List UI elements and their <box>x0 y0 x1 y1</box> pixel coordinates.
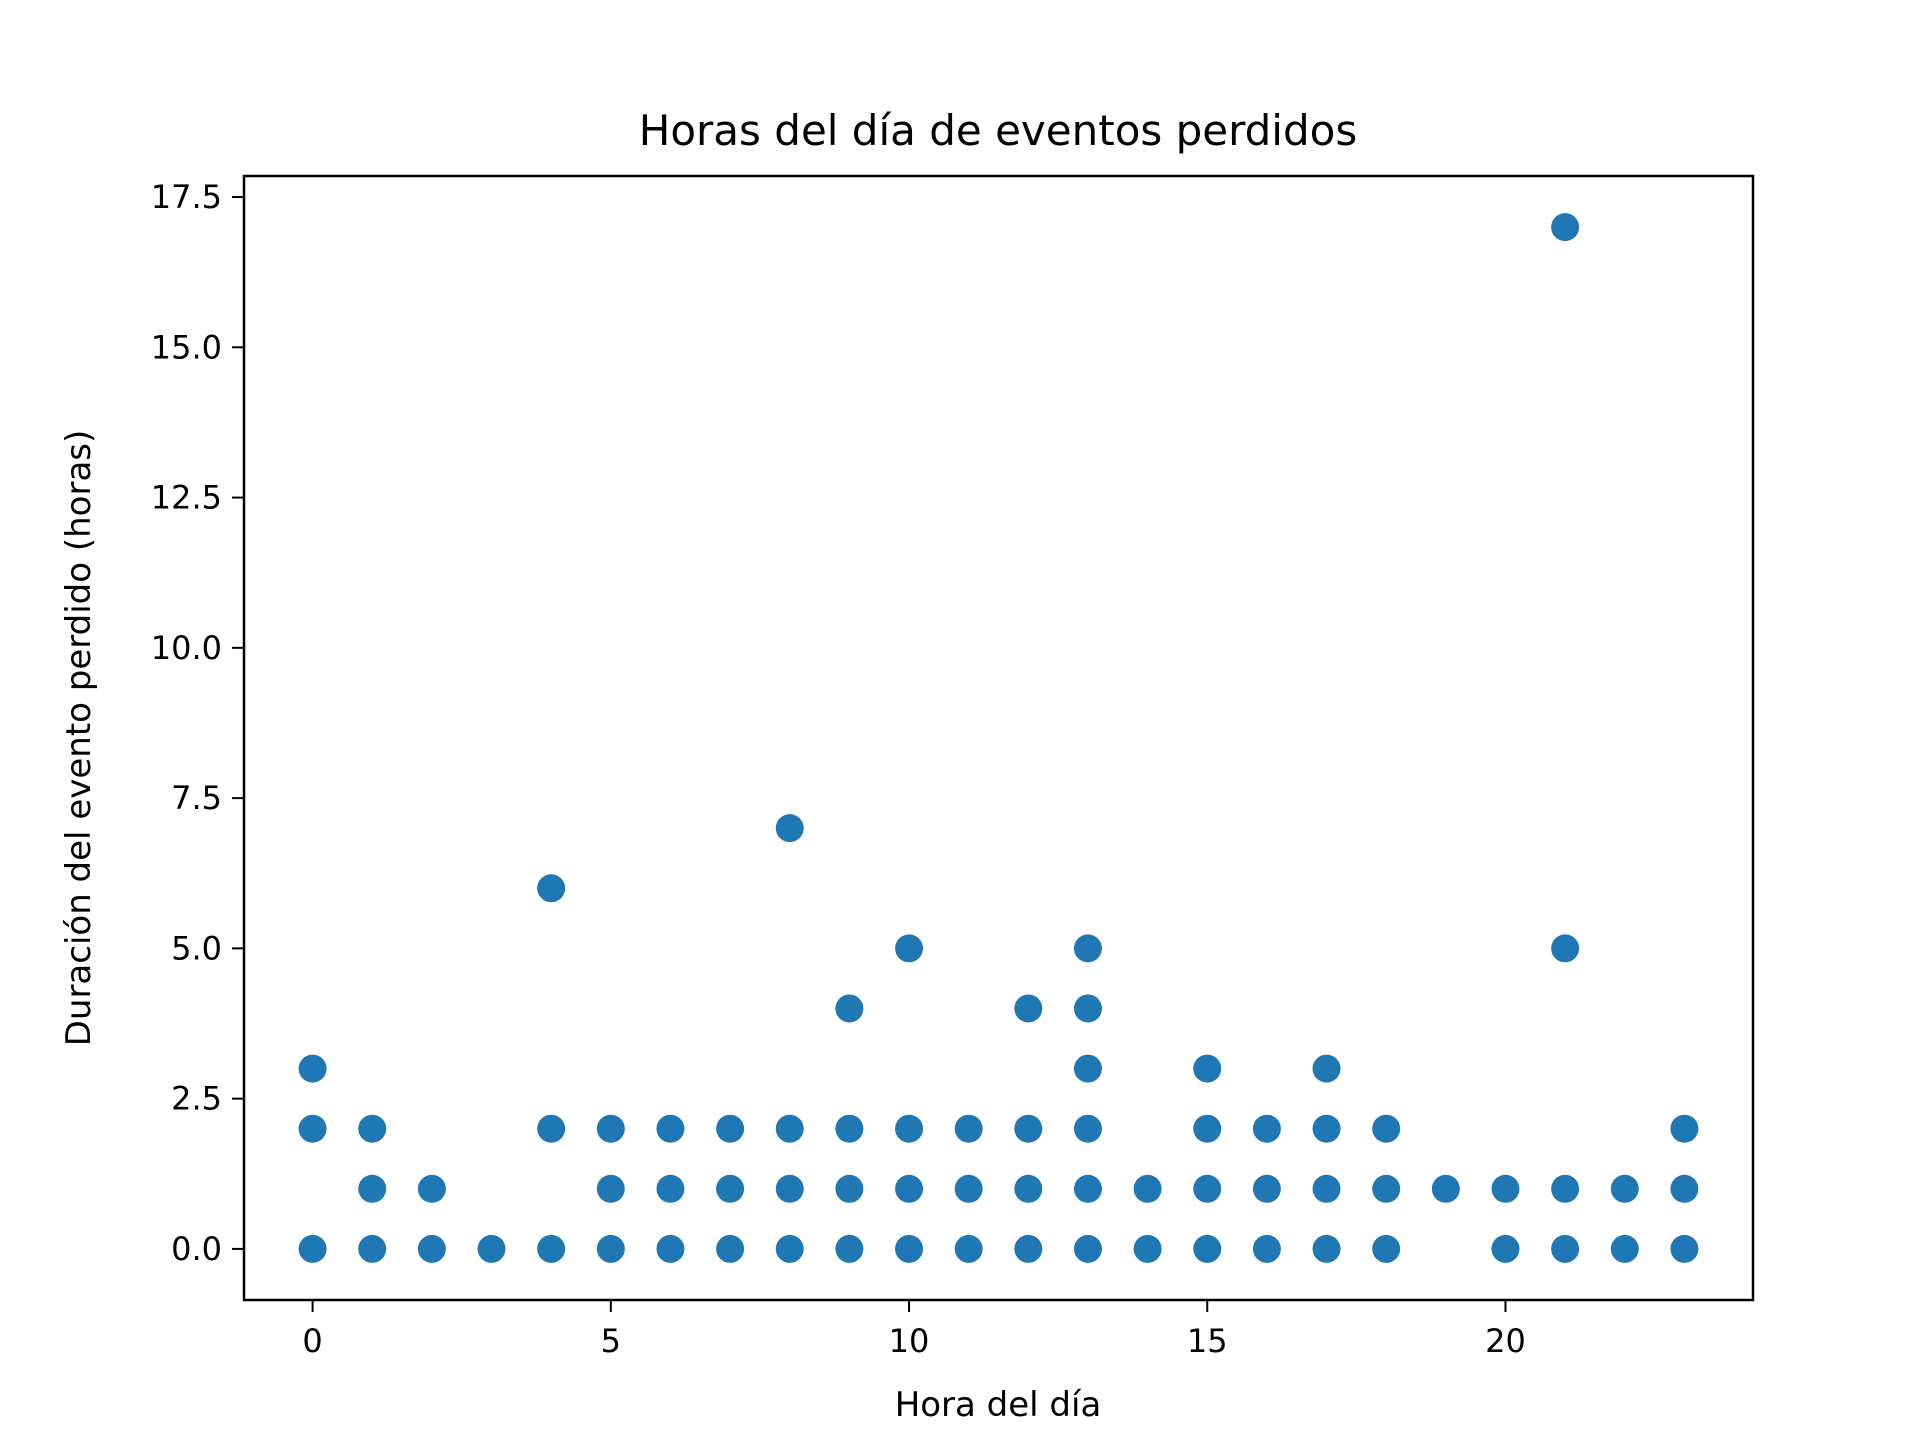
data-point <box>895 934 924 963</box>
y-tick-label: 5.0 <box>171 929 222 967</box>
data-point <box>1372 1234 1401 1263</box>
x-tick-label: 15 <box>1187 1322 1228 1360</box>
data-point <box>895 1114 924 1143</box>
data-point <box>895 1174 924 1203</box>
y-axis-label: Duración del evento perdido (horas) <box>59 430 99 1047</box>
data-point <box>1670 1114 1699 1143</box>
data-point <box>1133 1174 1162 1203</box>
data-point <box>835 1114 864 1143</box>
data-point <box>1073 1234 1102 1263</box>
data-point <box>1551 1234 1580 1263</box>
data-point <box>1193 1234 1222 1263</box>
plot-frame <box>242 174 1755 1302</box>
y-tick-label: 17.5 <box>151 178 222 216</box>
y-tick-label: 12.5 <box>151 479 222 517</box>
data-point <box>1610 1234 1639 1263</box>
data-point <box>298 1234 327 1263</box>
data-point <box>298 1114 327 1143</box>
data-point <box>835 1174 864 1203</box>
data-point <box>656 1174 685 1203</box>
data-point <box>1073 934 1102 963</box>
data-point <box>1073 1114 1102 1143</box>
data-point <box>1014 1174 1043 1203</box>
data-point <box>537 1114 566 1143</box>
y-tick-label: 0.0 <box>171 1230 222 1268</box>
data-point <box>1491 1174 1520 1203</box>
y-tick-label: 7.5 <box>171 779 222 817</box>
data-point <box>1312 1054 1341 1083</box>
data-point <box>1073 1174 1102 1203</box>
x-tick-label: 5 <box>601 1322 621 1360</box>
data-point <box>1252 1174 1281 1203</box>
data-point <box>775 1234 804 1263</box>
y-tick-label: 10.0 <box>151 629 222 667</box>
x-tick-label: 20 <box>1485 1322 1526 1360</box>
data-point <box>656 1114 685 1143</box>
data-point <box>1014 994 1043 1023</box>
data-points <box>298 213 1699 1263</box>
data-point <box>1073 1054 1102 1083</box>
data-point <box>775 1174 804 1203</box>
y-tick-label: 15.0 <box>151 328 222 366</box>
data-point <box>1551 213 1580 242</box>
data-point <box>835 994 864 1023</box>
data-point <box>775 1114 804 1143</box>
data-point <box>596 1234 625 1263</box>
data-point <box>1193 1054 1222 1083</box>
data-point <box>1670 1174 1699 1203</box>
data-point <box>954 1174 983 1203</box>
data-point <box>1372 1174 1401 1203</box>
data-point <box>1073 994 1102 1023</box>
data-point <box>1312 1234 1341 1263</box>
data-point <box>1252 1114 1281 1143</box>
data-point <box>1670 1234 1699 1263</box>
data-point <box>954 1234 983 1263</box>
data-point <box>716 1114 745 1143</box>
data-point <box>537 874 566 903</box>
data-point <box>1491 1234 1520 1263</box>
data-point <box>716 1174 745 1203</box>
data-point <box>1133 1234 1162 1263</box>
data-point <box>1193 1114 1222 1143</box>
data-point <box>1312 1174 1341 1203</box>
data-point <box>1014 1234 1043 1263</box>
data-point <box>477 1234 506 1263</box>
y-tick-label: 2.5 <box>171 1080 222 1118</box>
data-point <box>1610 1174 1639 1203</box>
data-point <box>358 1174 387 1203</box>
x-tick-label: 10 <box>889 1322 930 1360</box>
data-point <box>1551 934 1580 963</box>
data-point <box>358 1234 387 1263</box>
data-point <box>1372 1114 1401 1143</box>
data-point <box>716 1234 745 1263</box>
data-point <box>835 1234 864 1263</box>
x-tick-label: 0 <box>302 1322 322 1360</box>
data-point <box>417 1234 446 1263</box>
data-point <box>895 1234 924 1263</box>
data-point <box>1014 1114 1043 1143</box>
data-point <box>656 1234 685 1263</box>
data-point <box>596 1174 625 1203</box>
data-point <box>1252 1234 1281 1263</box>
data-point <box>537 1234 566 1263</box>
chart-title: Horas del día de eventos perdidos <box>639 106 1357 155</box>
data-point <box>1193 1174 1222 1203</box>
axis-ticks: 0 5 10 15 20 0.0 2.5 5.0 7.5 10.0 12.5 15.0 17.5 <box>151 178 1526 1360</box>
data-point <box>1312 1114 1341 1143</box>
data-point <box>775 814 804 843</box>
data-point <box>954 1114 983 1143</box>
data-point <box>1551 1174 1580 1203</box>
data-point <box>1431 1174 1460 1203</box>
data-point <box>358 1114 387 1143</box>
x-axis-label: Hora del día <box>895 1385 1102 1425</box>
data-point <box>596 1114 625 1143</box>
data-point <box>298 1054 327 1083</box>
data-point <box>417 1174 446 1203</box>
